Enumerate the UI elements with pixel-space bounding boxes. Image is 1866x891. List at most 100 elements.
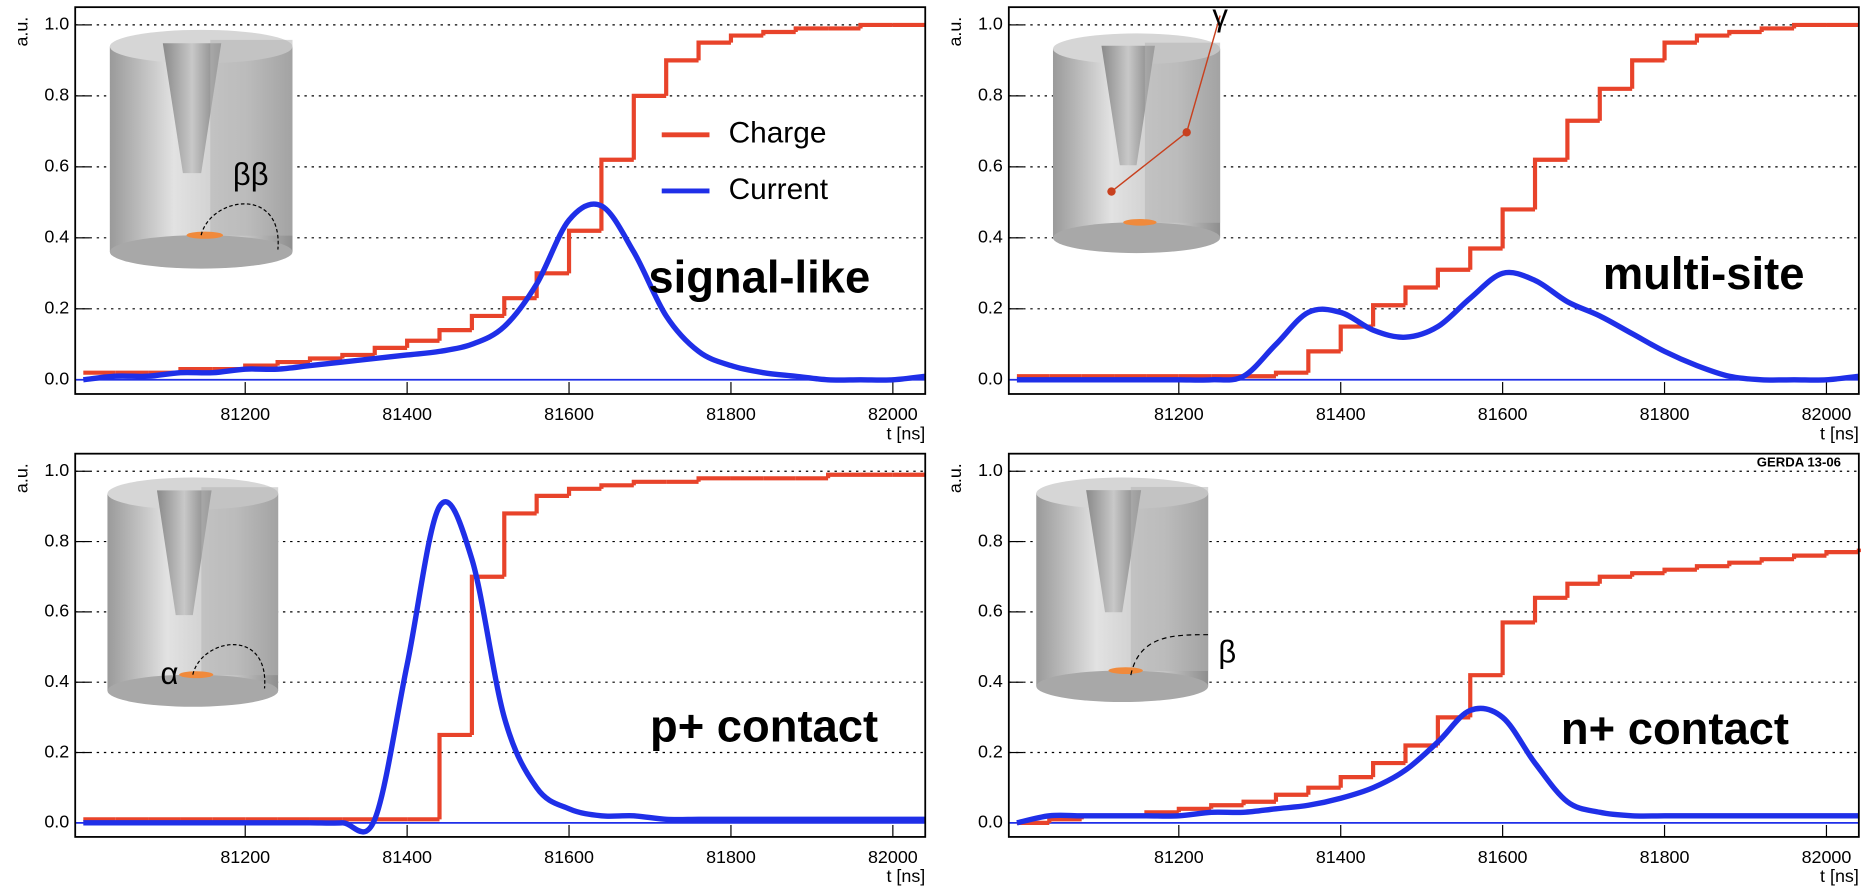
charge-step	[1371, 760, 1406, 778]
panel: 0.0 0.2 0.4 0.6 0.8 1.0 81200 81400 81600 81800 82…	[945, 0, 1860, 443]
y-tick-label: 0.8	[44, 530, 69, 550]
current-line	[1016, 269, 1860, 383]
x-tick-label: 82000	[1802, 404, 1852, 424]
detector-cut	[210, 39, 293, 236]
p-contact	[1108, 667, 1143, 674]
charge-step	[1727, 560, 1762, 567]
panel-annotation: p+ contact	[650, 700, 878, 751]
charge-step	[761, 29, 796, 36]
charge-step	[826, 472, 861, 479]
detector-bottom	[1052, 222, 1221, 254]
charge-step	[1694, 564, 1730, 570]
x-tick-label: 81200	[220, 404, 270, 424]
p-contact	[179, 671, 214, 679]
x-tick-label: 81600	[544, 404, 594, 424]
legend-label: Charge	[729, 117, 827, 150]
y-tick-label: 0.4	[978, 227, 1003, 247]
charge-step	[1759, 26, 1795, 33]
charge-step	[728, 33, 764, 43]
charge-step	[1662, 40, 1697, 61]
y-axis-label: a.u.	[11, 17, 31, 47]
y-tick-label: 0.6	[978, 601, 1003, 621]
charge-step	[340, 352, 375, 359]
charge-step	[599, 483, 634, 489]
track	[1130, 634, 1209, 676]
current-line	[83, 201, 926, 383]
panel-annotation: multi-site	[1603, 248, 1805, 299]
x-tick-label: 81400	[1316, 404, 1366, 424]
charge-step	[275, 359, 310, 366]
charge-step	[1759, 557, 1795, 563]
charge-step	[1468, 673, 1503, 718]
track	[200, 203, 279, 250]
charge-step	[1791, 553, 1827, 560]
p-contact	[1123, 219, 1157, 226]
detector-bore	[1086, 490, 1142, 613]
charge-step	[1565, 118, 1600, 160]
plot-frame	[1007, 6, 1860, 395]
detector-bore	[156, 490, 212, 616]
x-tick-label: 81400	[1316, 847, 1366, 867]
charge-step	[502, 511, 537, 577]
y-tick-label: 0.6	[44, 601, 69, 621]
charge-step	[469, 313, 505, 331]
plot-frame	[74, 452, 927, 838]
charge-step	[631, 479, 667, 486]
charge-step	[696, 40, 731, 61]
y-tick-label: 0.0	[978, 812, 1003, 832]
y-tick-label: 0.2	[44, 741, 69, 761]
charge-step	[1532, 157, 1568, 210]
y-tick-label: 0.0	[978, 369, 1003, 389]
charge-step	[1694, 33, 1730, 43]
detector-cut	[1130, 486, 1209, 672]
x-axis-label: t [ns]	[1820, 423, 1859, 443]
charge-step	[534, 493, 570, 514]
charge-step	[1727, 29, 1762, 36]
charge-step	[1532, 595, 1568, 623]
x-tick-label: 81200	[220, 847, 270, 867]
charge-step	[793, 26, 829, 33]
hit	[1107, 187, 1116, 196]
charge-step	[1273, 370, 1309, 377]
y-tick-label: 0.6	[978, 156, 1003, 176]
charge-step	[1176, 806, 1212, 813]
x-axis-label: t [ns]	[886, 423, 925, 443]
charge-step	[1824, 550, 1859, 556]
charge-step	[405, 338, 440, 348]
x-tick-label: 81600	[544, 847, 594, 867]
plot-frame	[1007, 452, 1860, 838]
detector-inset	[1036, 477, 1209, 703]
charge-step	[1597, 86, 1633, 121]
panel-annotation: signal-like	[648, 252, 870, 303]
charge-step	[1403, 743, 1438, 764]
charge-step	[1047, 817, 1082, 823]
current-line	[1016, 705, 1859, 826]
charge-step	[1791, 22, 1827, 29]
detector-bottom	[107, 674, 279, 707]
x-tick-label: 81400	[382, 847, 432, 867]
p-contact	[186, 231, 224, 239]
charge-step	[1630, 571, 1665, 577]
charge-step	[1403, 285, 1438, 306]
charge-step	[1338, 775, 1374, 788]
charge-step	[1630, 58, 1665, 89]
watermark: GERDA 13-06	[1757, 455, 1841, 470]
charge-step	[696, 476, 731, 482]
detector-inset	[1052, 15, 1221, 254]
y-tick-label: 0.0	[44, 369, 69, 389]
charge-step	[469, 574, 505, 735]
x-tick-label: 81200	[1154, 404, 1204, 424]
y-tick-label: 0.2	[978, 741, 1003, 761]
charge-step	[1209, 803, 1244, 809]
charge-step	[437, 732, 472, 820]
x-tick-label: 81800	[1640, 404, 1690, 424]
charge-step	[1371, 303, 1406, 327]
charge-step	[566, 486, 602, 496]
charge-step	[1306, 785, 1341, 795]
charge-step	[437, 328, 472, 341]
detector-inset	[107, 477, 279, 707]
charge-step	[1241, 799, 1276, 806]
y-tick-label: 0.0	[44, 812, 69, 832]
detector-bottom	[1036, 670, 1209, 703]
